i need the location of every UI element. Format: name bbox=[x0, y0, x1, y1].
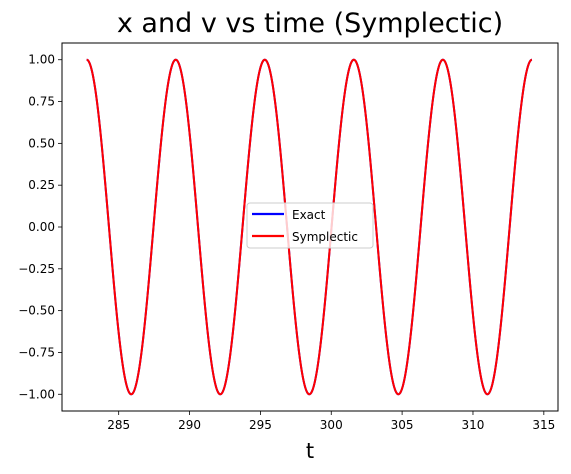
x-tick-label: 295 bbox=[249, 418, 272, 432]
x-tick-label: 315 bbox=[532, 418, 555, 432]
x-tick-label: 290 bbox=[178, 418, 201, 432]
chart-title: x and v vs time (Symplectic) bbox=[117, 8, 503, 39]
x-tick-label: 310 bbox=[462, 418, 485, 432]
y-tick-label: 0.50 bbox=[28, 136, 55, 150]
y-tick-label: −0.25 bbox=[18, 262, 55, 276]
y-tick-label: 0.25 bbox=[28, 178, 55, 192]
x-tick-label: 285 bbox=[107, 418, 130, 432]
x-axis: 285 290 295 300 305 310 315 bbox=[107, 411, 555, 432]
series-line-symplectic bbox=[86, 58, 533, 396]
y-tick-label: 1.00 bbox=[28, 53, 55, 67]
y-tick-label: −0.75 bbox=[18, 345, 55, 359]
legend-label-exact: Exact bbox=[292, 208, 326, 222]
legend: Exact Symplectic bbox=[246, 202, 374, 249]
legend-label-symplectic: Symplectic bbox=[292, 230, 358, 244]
x-tick-label: 300 bbox=[320, 418, 343, 432]
plot-lines bbox=[86, 58, 533, 396]
y-tick-label: 0.00 bbox=[28, 220, 55, 234]
x-tick-label: 305 bbox=[391, 418, 414, 432]
x-axis-label: t bbox=[306, 439, 314, 463]
y-tick-label: −0.50 bbox=[18, 304, 55, 318]
y-axis: −1.00 −0.75 −0.50 −0.25 0.00 0.25 0.50 0.75 1.00 bbox=[18, 53, 62, 401]
y-tick-label: −1.00 bbox=[18, 387, 55, 401]
y-tick-label: 0.75 bbox=[28, 95, 55, 109]
